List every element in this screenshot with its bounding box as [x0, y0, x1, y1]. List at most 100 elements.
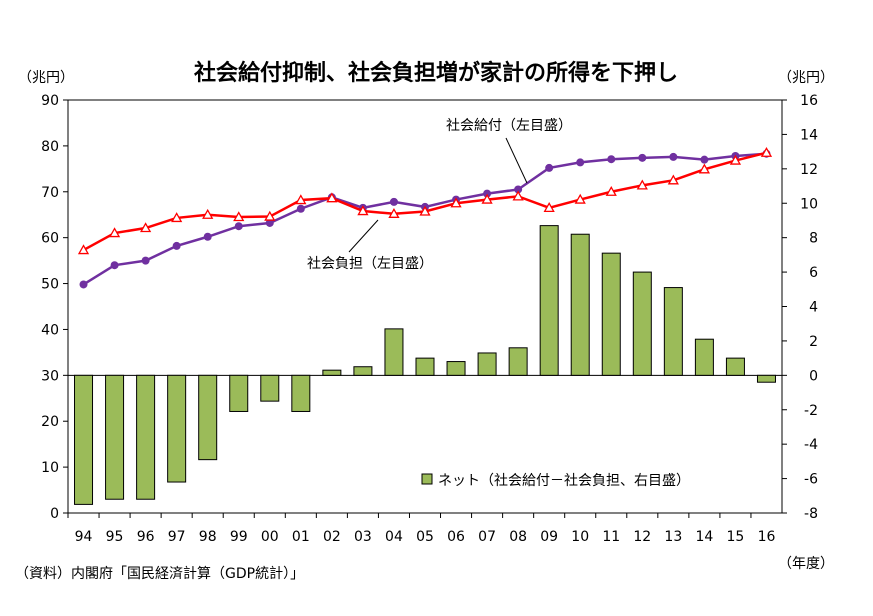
annotation-social-benefits: 社会給付（左目盛） [446, 118, 572, 134]
x-tick-label: 14 [695, 529, 713, 545]
right-tick-label: 12 [800, 162, 818, 178]
right-tick-label: 8 [809, 231, 818, 247]
x-tick-label: 15 [727, 529, 745, 545]
social-benefits-point [545, 163, 554, 172]
social-contributions-point [512, 190, 524, 201]
social-contributions-point [450, 197, 462, 208]
net-bar [198, 374, 218, 461]
right-tick-label: 4 [809, 300, 818, 316]
x-tick-label: 06 [447, 529, 465, 545]
social-contributions-point [605, 185, 617, 196]
social-contributions-point [574, 193, 586, 204]
net-bar [260, 374, 280, 402]
net-bar [353, 366, 373, 376]
x-tick-label: 07 [478, 529, 496, 545]
net-bar [167, 374, 187, 483]
left-tick-label: 90 [41, 93, 59, 109]
social-contributions-point [419, 205, 431, 216]
social-contributions-point [295, 194, 307, 205]
right-tick-label: 2 [809, 334, 818, 350]
x-tick-label: 16 [758, 529, 776, 545]
x-tick-label: 98 [199, 529, 217, 545]
left-tick-label: 70 [41, 185, 59, 201]
axes-group: 0102030405060708090-8-6-4-20246810121416… [41, 93, 818, 545]
social-benefits-point [483, 189, 492, 198]
x-tick-label: 08 [509, 529, 527, 545]
social-contributions-point [481, 193, 493, 204]
social-benefits-point [669, 152, 678, 161]
x-tick-label: 94 [75, 529, 93, 545]
left-tick-label: 20 [41, 414, 59, 430]
net-bar [415, 357, 435, 376]
social-contributions-point [139, 222, 152, 233]
net-bar [725, 357, 745, 376]
right-tick-label: -2 [804, 403, 818, 419]
net-bar [508, 347, 528, 376]
social-contributions-point [388, 207, 400, 218]
right-axis-unit: （兆円） [778, 70, 834, 86]
right-tick-label: 10 [800, 196, 818, 212]
right-tick-label: 0 [809, 368, 818, 384]
left-tick-label: 10 [41, 460, 59, 476]
social-benefits-point [265, 218, 274, 227]
social-contributions-point [326, 192, 338, 203]
net-bar [105, 374, 125, 500]
left-tick-label: 40 [41, 322, 59, 338]
x-tick-label: 99 [230, 529, 248, 545]
social-benefits-point [389, 197, 398, 206]
x-tick-label: 01 [292, 529, 310, 545]
net-bar [477, 352, 497, 376]
x-tick-label: 10 [571, 529, 589, 545]
x-tick-label: 09 [540, 529, 558, 545]
social-contributions-point [264, 210, 276, 221]
source-note: （資料）内閣府「国民経済計算（GDP統計）」 [15, 566, 304, 582]
net-bar [74, 374, 94, 505]
right-tick-label: 14 [800, 127, 818, 143]
social-benefits-point [296, 204, 305, 213]
right-tick-label: 16 [800, 93, 818, 109]
right-tick-label: 6 [809, 265, 818, 281]
social-benefits-point [607, 155, 616, 164]
net-bar [570, 233, 590, 376]
x-tick-label: 02 [323, 529, 341, 545]
annotation-social-contributions-leader [348, 219, 379, 253]
net-bar [601, 252, 621, 376]
net-bar [446, 361, 466, 376]
social-contributions-point [202, 208, 214, 219]
net-bar [663, 287, 683, 376]
x-tick-label: 05 [416, 529, 434, 545]
net-bar [322, 369, 342, 376]
x-axis-unit: （年度） [778, 556, 834, 572]
annotation-social-contributions: 社会負担（左目盛） [307, 256, 433, 272]
x-tick-label: 13 [664, 529, 682, 545]
social-contributions-line [82, 151, 767, 252]
social-contributions-point [543, 202, 555, 212]
social-contributions-point [698, 163, 711, 174]
net-bar [136, 374, 156, 500]
social-benefits-point [110, 261, 119, 270]
net-bar [229, 374, 249, 412]
social-contributions-point [233, 211, 245, 222]
bars-group [74, 225, 776, 505]
x-tick-label: 95 [106, 529, 124, 545]
social-benefits-point [514, 185, 523, 194]
left-axis-unit: （兆円） [18, 70, 74, 86]
net-bar [539, 225, 559, 376]
net-bar [632, 271, 652, 376]
social-contributions-point [77, 244, 90, 255]
social-benefits-point [576, 158, 585, 167]
social-benefits-point [172, 241, 181, 250]
left-tick-label: 30 [41, 368, 59, 384]
social-contributions-point [108, 227, 121, 238]
social-benefits-point [203, 232, 212, 241]
net-bar [384, 328, 404, 376]
net-bar [694, 338, 714, 376]
left-tick-label: 0 [50, 506, 59, 522]
legend-swatch [421, 473, 433, 485]
annotation-social-benefits-leader [505, 137, 528, 184]
left-tick-label: 80 [41, 139, 59, 155]
x-tick-label: 97 [168, 529, 186, 545]
social-contributions-point [171, 212, 183, 223]
x-tick-label: 11 [602, 529, 620, 545]
